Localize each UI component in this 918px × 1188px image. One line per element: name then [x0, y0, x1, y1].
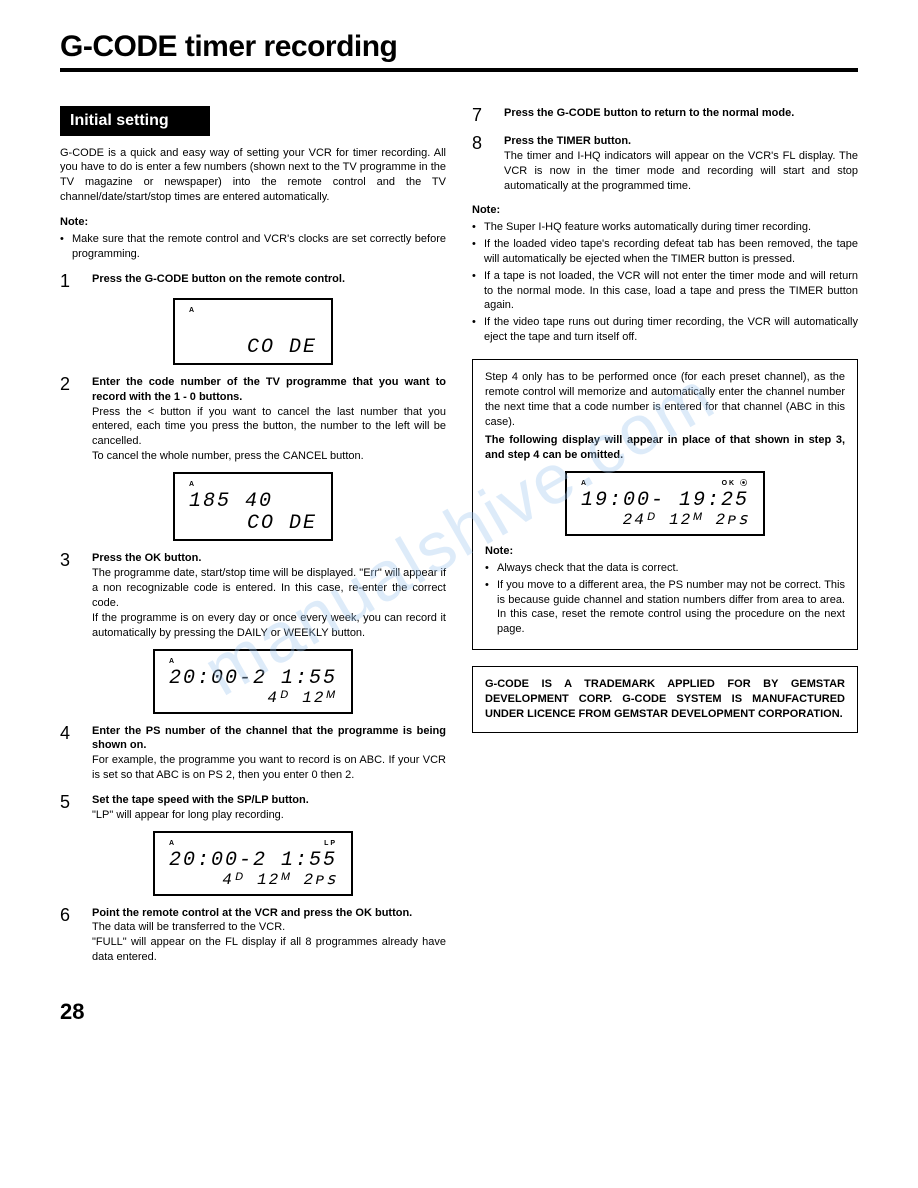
page-title: G-CODE timer recording — [60, 30, 858, 64]
step-body: Enter the code number of the TV programm… — [92, 375, 446, 464]
step-text: Press the < button if you want to cancel… — [92, 406, 446, 463]
step-text: The data will be transferred to the VCR.… — [92, 921, 446, 963]
lcd-1: A CO DE — [60, 298, 446, 365]
box-text-bold: The following display will appear in pla… — [485, 433, 845, 463]
lcd-line: 4ᴰ 12ᴹ 2ᴘꜱ — [169, 872, 337, 890]
lcd-indicator: LP — [324, 839, 337, 848]
note-list-box: Always check that the data is correct. I… — [485, 561, 845, 637]
step-body: Press the G-CODE button to return to the… — [504, 106, 858, 124]
lcd-line: 4ᴰ 12ᴹ — [169, 690, 337, 708]
step-number: 1 — [60, 272, 80, 290]
step-body: Press the TIMER button. The timer and I-… — [504, 134, 858, 193]
lcd-indicator: A — [581, 479, 588, 488]
step-number: 8 — [472, 134, 492, 193]
step-title: Point the remote control at the VCR and … — [92, 907, 412, 919]
title-rule — [60, 68, 858, 72]
step-number: 6 — [60, 906, 80, 965]
lcd-indicator: A — [189, 306, 196, 315]
step-body: Point the remote control at the VCR and … — [92, 906, 446, 965]
right-column: 7 Press the G-CODE button to return to t… — [472, 106, 858, 969]
step-5: 5 Set the tape speed with the SP/LP butt… — [60, 793, 446, 823]
lcd-line: CO DE — [189, 513, 317, 535]
step-number: 3 — [60, 551, 80, 640]
step-3: 3 Press the OK button. The programme dat… — [60, 551, 446, 640]
step-number: 2 — [60, 375, 80, 464]
lcd-line: 19:00- 19:25 — [581, 490, 749, 512]
note-item: If a tape is not loaded, the VCR will no… — [472, 269, 858, 314]
lcd-3: A 20:00-2 1:55 4ᴰ 12ᴹ — [60, 649, 446, 714]
note-item: Always check that the data is correct. — [485, 561, 845, 576]
step-6: 6 Point the remote control at the VCR an… — [60, 906, 446, 965]
step-text: For example, the programme you want to r… — [92, 754, 446, 781]
lcd-5: A LP 20:00-2 1:55 4ᴰ 12ᴹ 2ᴘꜱ — [60, 831, 446, 896]
step-7: 7 Press the G-CODE button to return to t… — [472, 106, 858, 124]
step-body: Press the OK button. The programme date,… — [92, 551, 446, 640]
lcd-line: 24ᴰ 12ᴹ 2ᴘꜱ — [581, 512, 749, 530]
step-body: Press the G-CODE button on the remote co… — [92, 272, 446, 290]
note-list-2: The Super I-HQ feature works automatical… — [472, 220, 858, 345]
step-title: Enter the code number of the TV programm… — [92, 376, 446, 403]
note-item: If the video tape runs out during timer … — [472, 315, 858, 345]
box-text: Step 4 only has to be performed once (fo… — [485, 370, 845, 429]
lcd-2: A 185 40 CO DE — [60, 472, 446, 541]
step-title: Enter the PS number of the channel that … — [92, 725, 446, 752]
lcd-line: 20:00-2 1:55 — [169, 850, 337, 872]
section-heading: Initial setting — [60, 106, 210, 136]
lcd-indicator: OK ⦿ — [722, 479, 749, 488]
note-item: If you move to a different area, the PS … — [485, 578, 845, 637]
step-number: 5 — [60, 793, 80, 823]
step-2: 2 Enter the code number of the TV progra… — [60, 375, 446, 464]
lcd-line: 20:00-2 1:55 — [169, 668, 337, 690]
lcd-box: A OK ⦿ 19:00- 19:25 24ᴰ 12ᴹ 2ᴘꜱ — [485, 471, 845, 536]
lcd-indicator: A — [189, 480, 196, 489]
step-4: 4 Enter the PS number of the channel tha… — [60, 724, 446, 783]
step-title: Press the TIMER button. — [504, 135, 631, 147]
step-text: The timer and I-HQ indicators will appea… — [504, 150, 858, 192]
page-number: 28 — [60, 999, 858, 1025]
note-label: Note: — [60, 215, 446, 230]
step-8: 8 Press the TIMER button. The timer and … — [472, 134, 858, 193]
note-item: Make sure that the remote control and VC… — [60, 232, 446, 262]
lcd-indicator: A — [169, 657, 176, 666]
step-title: Press the G-CODE button on the remote co… — [92, 273, 345, 285]
left-column: Initial setting G-CODE is a quick and ea… — [60, 106, 446, 969]
info-box: Step 4 only has to be performed once (fo… — [472, 359, 858, 650]
note-label: Note: — [472, 203, 858, 218]
step-text: "LP" will appear for long play recording… — [92, 809, 284, 821]
step-number: 4 — [60, 724, 80, 783]
trademark-box: G-CODE IS A TRADEMARK APPLIED FOR BY GEM… — [472, 666, 858, 733]
step-number: 7 — [472, 106, 492, 124]
intro-text: G-CODE is a quick and easy way of settin… — [60, 146, 446, 205]
step-title: Press the G-CODE button to return to the… — [504, 107, 794, 119]
step-title: Set the tape speed with the SP/LP button… — [92, 794, 309, 806]
note-item: The Super I-HQ feature works automatical… — [472, 220, 858, 235]
lcd-line: 185 40 — [189, 491, 317, 513]
step-text: The programme date, start/stop time will… — [92, 567, 446, 638]
step-body: Enter the PS number of the channel that … — [92, 724, 446, 783]
note-label: Note: — [485, 544, 845, 559]
step-1: 1 Press the G-CODE button on the remote … — [60, 272, 446, 290]
lcd-indicator: A — [169, 839, 176, 848]
note-list-1: Make sure that the remote control and VC… — [60, 232, 446, 262]
note-item: If the loaded video tape's recording def… — [472, 237, 858, 267]
step-body: Set the tape speed with the SP/LP button… — [92, 793, 446, 823]
lcd-line: CO DE — [189, 337, 317, 359]
step-title: Press the OK button. — [92, 552, 201, 564]
column-layout: Initial setting G-CODE is a quick and ea… — [60, 106, 858, 969]
